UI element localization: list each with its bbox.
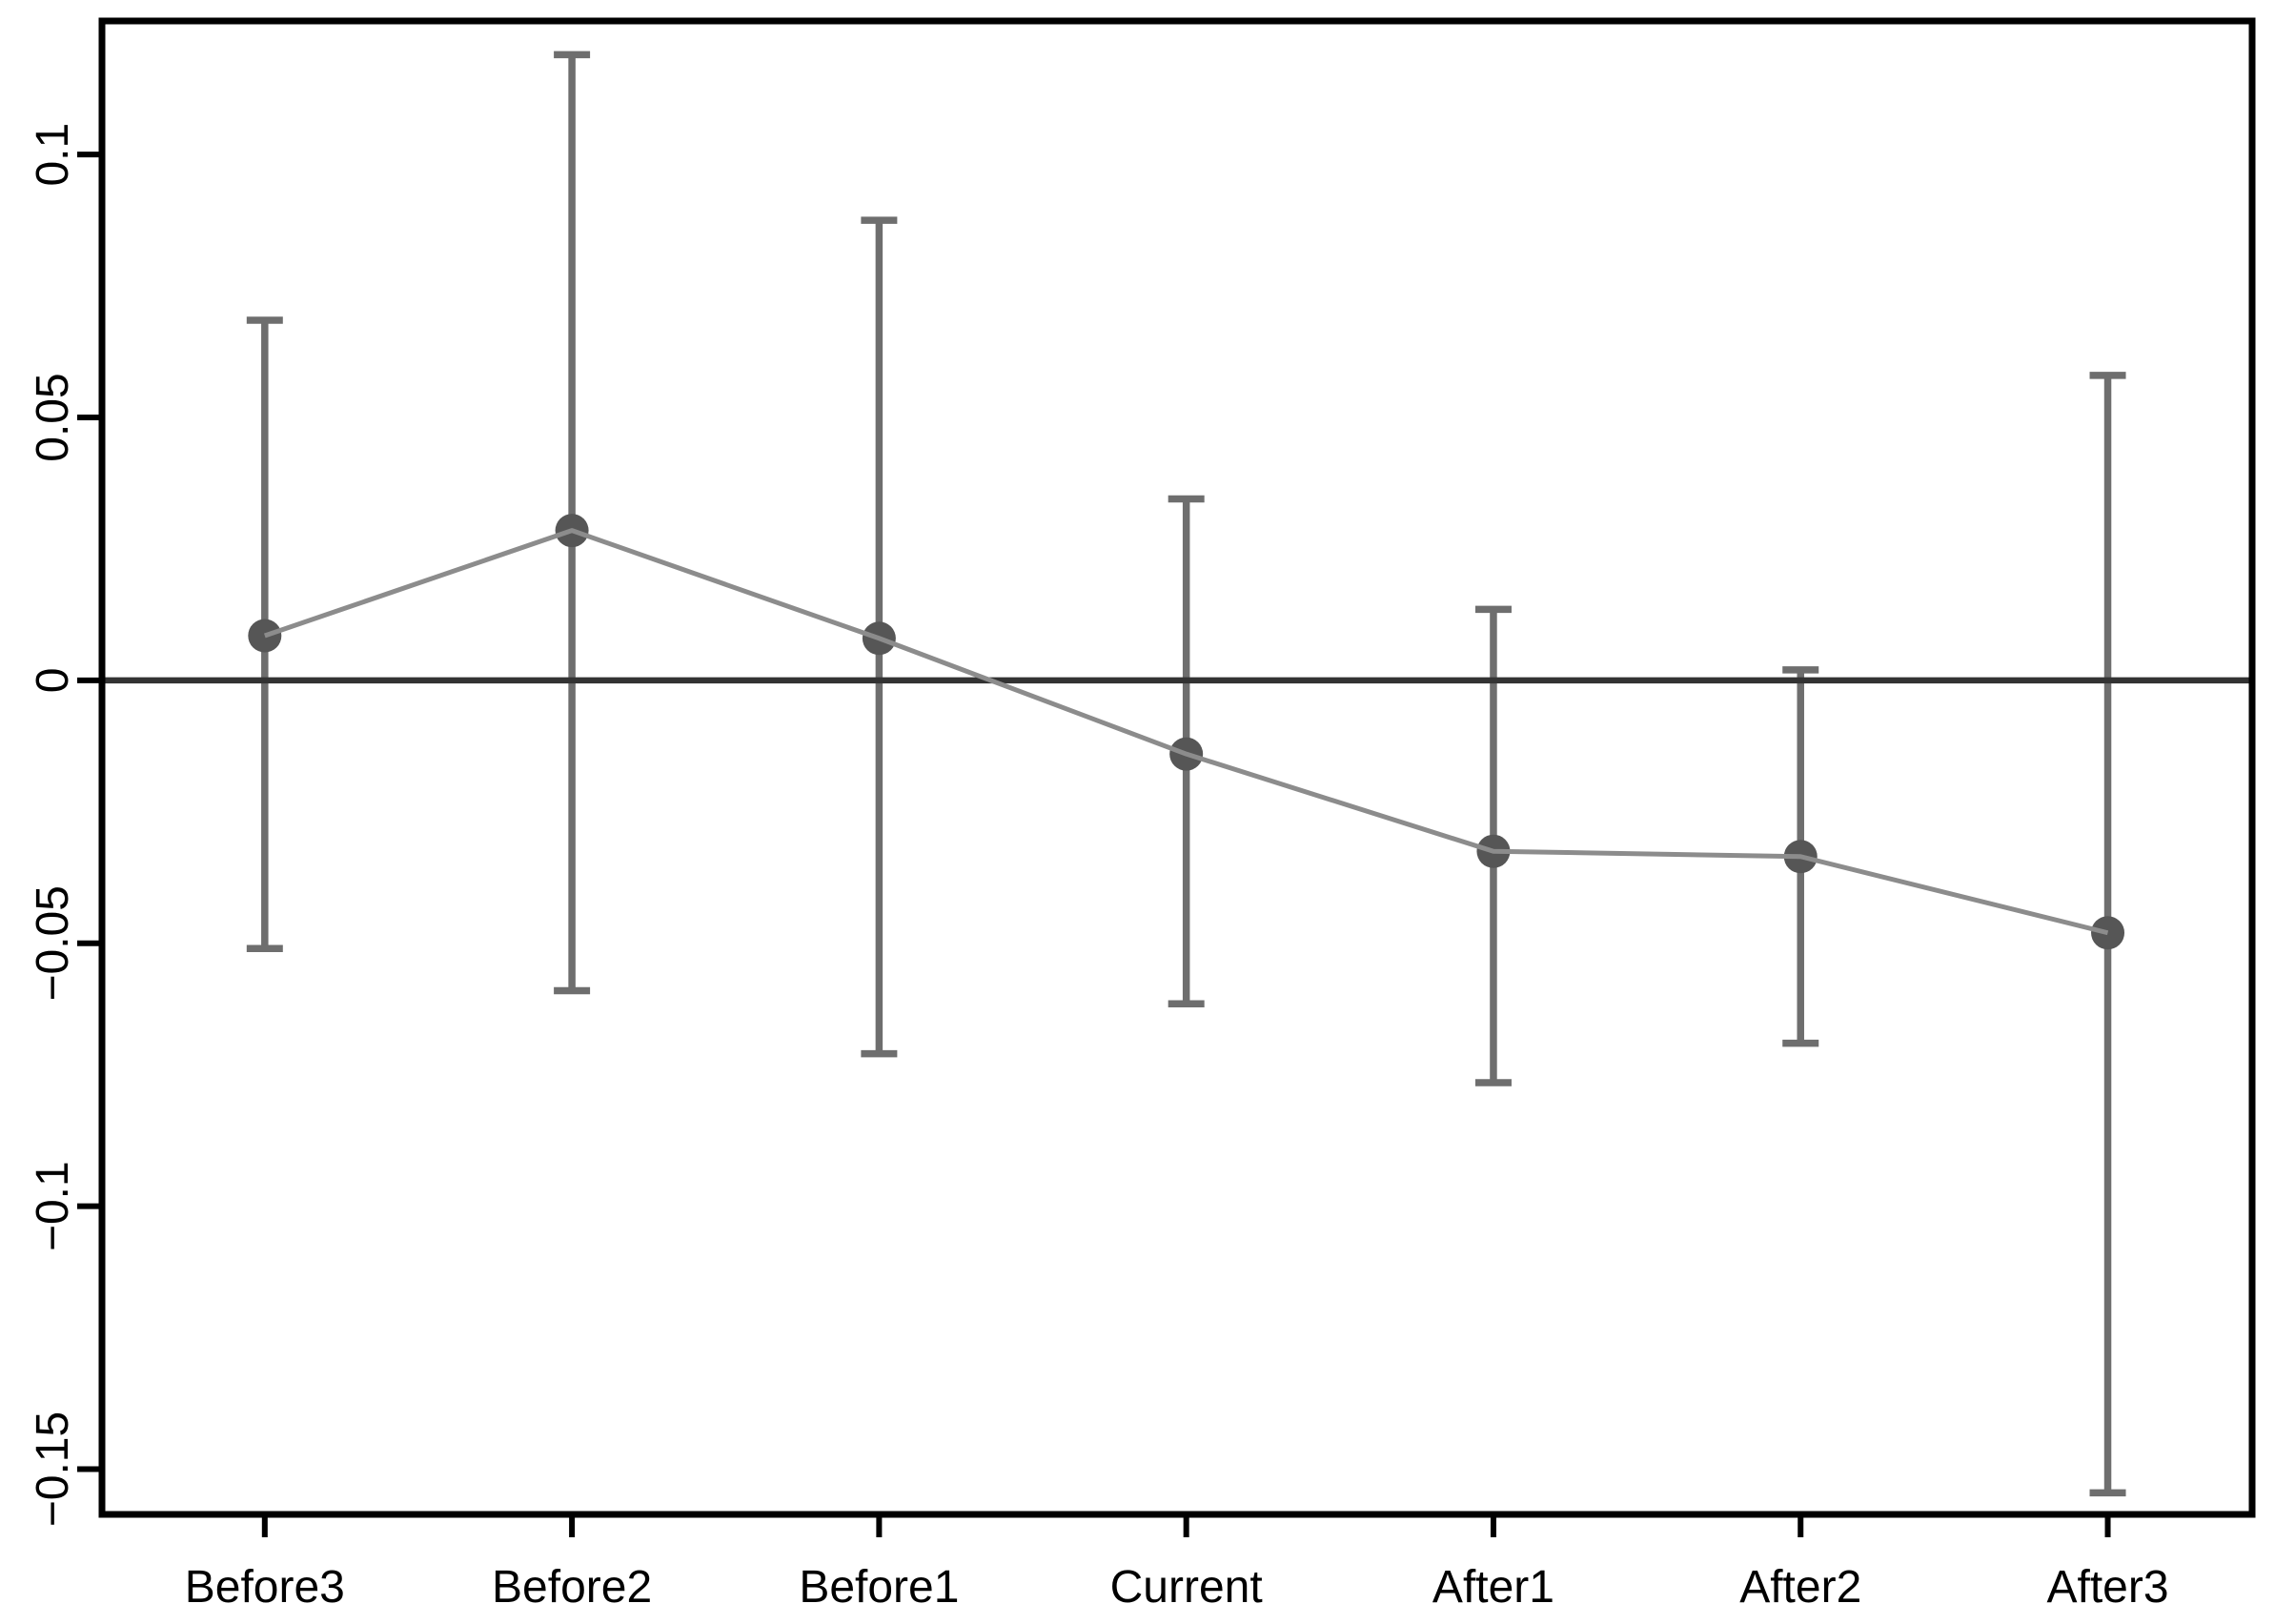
y-axis-tick-label: 0	[28, 668, 78, 694]
x-axis-tick-label: Before3	[185, 1562, 345, 1613]
x-axis-tick-label: Current	[1110, 1562, 1263, 1613]
x-axis-tick-label: Before1	[799, 1562, 959, 1613]
y-axis-tick-label: 0.05	[28, 373, 78, 461]
y-axis-tick-label: 0.1	[28, 123, 78, 187]
x-axis-tick-label: After2	[1739, 1562, 1861, 1613]
y-axis-tick-label: −0.05	[28, 885, 78, 1001]
estimate-series-line	[264, 528, 2109, 936]
x-axis-tick-label: Before2	[492, 1562, 652, 1613]
plot-border	[98, 17, 2256, 1518]
x-axis-tick-label: After1	[1432, 1562, 1554, 1613]
y-axis-tick-label: −0.1	[28, 1161, 78, 1251]
y-axis-tick-label: −0.15	[28, 1411, 78, 1527]
x-axis-tick-label: After3	[2046, 1562, 2168, 1613]
